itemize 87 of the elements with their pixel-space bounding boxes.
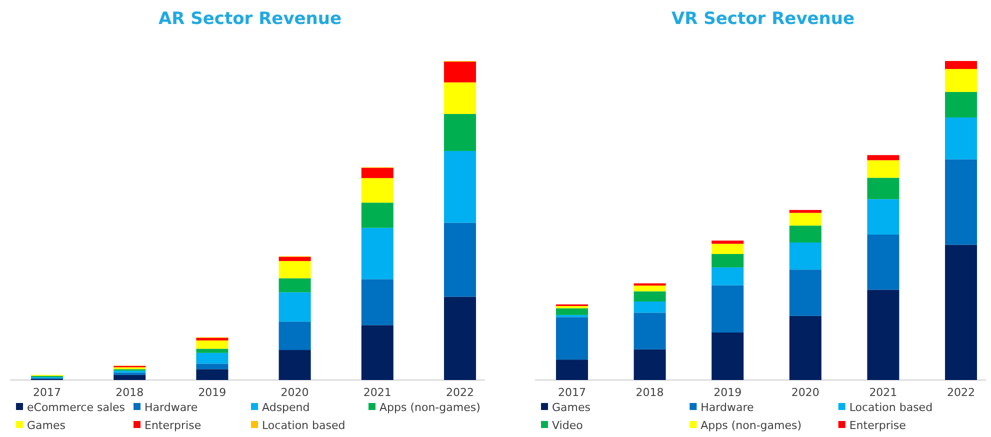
bar <box>556 306 588 308</box>
x-tick-label: 2021 <box>869 386 898 399</box>
bar <box>945 61 977 69</box>
bar <box>361 168 394 178</box>
bar <box>278 278 311 292</box>
bar <box>634 312 666 350</box>
bar <box>278 350 311 380</box>
bar <box>556 314 588 318</box>
bar <box>789 212 822 226</box>
bar <box>789 270 822 316</box>
x-tick-label: 2022 <box>947 386 975 399</box>
bar <box>278 256 311 262</box>
bar <box>278 261 311 278</box>
bar <box>945 68 977 92</box>
x-tick-label: 2020 <box>280 386 309 399</box>
bar <box>712 254 744 268</box>
x-tick-label: 2018 <box>636 386 664 399</box>
bar <box>196 348 228 353</box>
bar <box>945 244 977 380</box>
bar <box>634 291 666 302</box>
legend-label: Hardware <box>700 401 754 414</box>
bar <box>712 244 744 254</box>
bar <box>444 222 476 297</box>
legend-label: Video <box>552 419 584 432</box>
legend-label: Games <box>552 401 591 414</box>
legend-label: eCommerce sales <box>27 401 126 414</box>
bar <box>361 178 394 203</box>
legend-label: Enterprise <box>849 419 906 432</box>
x-tick-label: 2018 <box>116 386 144 399</box>
bar <box>867 178 900 200</box>
bar <box>196 352 228 364</box>
bar <box>789 210 822 213</box>
legend-label: Apps (non-games) <box>700 419 802 432</box>
bar <box>556 308 588 315</box>
x-tick-label: 2017 <box>558 386 586 399</box>
x-tick-label: 2017 <box>33 386 61 399</box>
bar <box>196 364 228 370</box>
bar <box>444 62 476 82</box>
legend-label: Enterprise <box>144 419 202 432</box>
bar <box>278 292 311 322</box>
bar <box>789 226 822 243</box>
bar <box>361 228 394 280</box>
bar <box>634 349 666 380</box>
bar <box>712 332 744 380</box>
x-tick-label: 2020 <box>791 386 820 399</box>
x-tick-label: 2021 <box>363 386 392 399</box>
bar <box>444 296 476 380</box>
bar <box>789 316 822 380</box>
x-tick-label: 2022 <box>446 386 474 399</box>
legend-label: Location based <box>262 419 346 432</box>
legend-label: Hardware <box>144 401 198 414</box>
legend-label: Apps (non-games) <box>380 401 480 414</box>
bar <box>444 114 476 151</box>
bar <box>789 242 822 270</box>
bar <box>196 338 228 340</box>
bar <box>867 290 900 380</box>
bar <box>196 340 228 349</box>
chart-title: VR Sector Revenue <box>671 9 855 29</box>
x-tick-label: 2019 <box>198 386 226 399</box>
bar <box>114 374 146 380</box>
bar <box>945 92 977 118</box>
bar <box>361 325 394 380</box>
bar <box>196 369 228 380</box>
bar <box>945 117 977 160</box>
bar <box>361 202 394 228</box>
bar <box>712 240 744 244</box>
bar <box>634 302 666 313</box>
bar <box>556 360 588 380</box>
legend-label: Location based <box>849 401 933 414</box>
bar <box>867 199 900 235</box>
bar <box>556 317 588 360</box>
bar <box>634 286 666 292</box>
bar <box>867 155 900 160</box>
bar <box>867 160 900 178</box>
legend-label: Games <box>27 419 66 432</box>
bar <box>712 285 744 332</box>
chart-title: AR Sector Revenue <box>158 9 342 29</box>
bar <box>278 322 311 350</box>
bar <box>867 234 900 290</box>
bar <box>444 82 476 114</box>
bar <box>945 159 977 245</box>
bar <box>444 150 476 223</box>
legend-label: Adspend <box>262 401 310 414</box>
x-tick-label: 2019 <box>714 386 742 399</box>
bar <box>712 267 744 286</box>
bar <box>634 283 666 286</box>
bar <box>361 279 394 326</box>
